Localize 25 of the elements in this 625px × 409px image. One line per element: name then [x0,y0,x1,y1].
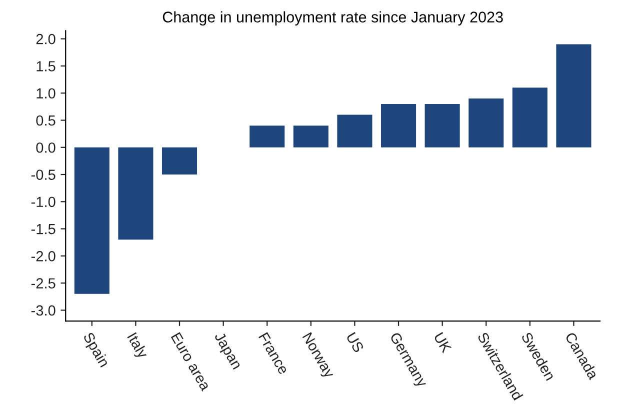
y-tick-label: 1.0 [36,88,56,99]
bar [74,147,110,294]
y-tick-label: -1.0 [31,196,56,208]
bar [380,104,416,148]
y-tick-label: 0.0 [36,142,56,153]
y-tick-label: -3.0 [31,305,56,316]
bar [118,147,154,240]
y-tick-label: 0.5 [36,115,56,126]
bar [424,104,460,148]
bar [468,98,504,148]
chart-title: Change in unemployment rate since January 2023 [162,11,503,26]
x-tick-label: US [346,332,364,354]
x-tick-label: UK [434,332,452,354]
y-tick-label: 2.0 [36,34,56,44]
bar [337,114,372,148]
y-tick-label: -2.0 [31,251,56,262]
y-tick-label: -1.5 [31,224,56,234]
bar [512,88,548,148]
bar [250,126,285,148]
y-tick-label: -2.5 [31,278,56,288]
bar [556,44,592,148]
y-tick-label: 1.5 [36,61,56,72]
bar [293,126,328,148]
y-tick-label: -0.5 [31,170,56,180]
bar [162,147,198,175]
